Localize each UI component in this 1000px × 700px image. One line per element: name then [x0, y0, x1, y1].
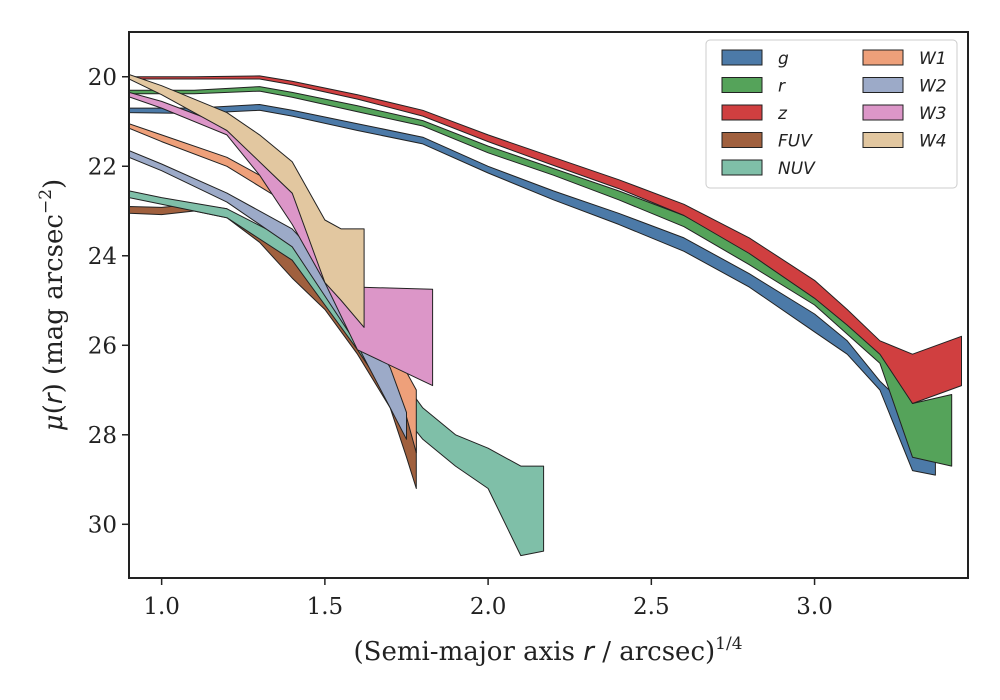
x-axis-title: (Semi-major axis r / arcsec)1/4	[353, 634, 742, 667]
legend-label-w3: W3	[919, 104, 947, 124]
legend-label-w4: W4	[919, 132, 947, 152]
legend-swatch-w3	[862, 104, 904, 121]
legend-swatch-fuv	[721, 132, 763, 148]
plot-area	[129, 74, 962, 557]
legend-label-fuv: FUV	[778, 132, 813, 152]
legend-swatch-w4	[862, 132, 904, 148]
legend-swatch-nuv	[721, 159, 763, 176]
legend-swatch-w1	[862, 49, 904, 66]
x-tick-label: 1.0	[143, 594, 180, 620]
legend-swatch-z	[721, 104, 763, 121]
legend-swatch-g	[721, 49, 763, 66]
axis-ticks: 1.0 1.5 2.0 2.5 3.0 20 22 24 26 28 30	[88, 65, 833, 620]
x-tick-label: 2.0	[470, 594, 507, 620]
x-tick-label: 2.5	[633, 594, 670, 620]
y-tick-label: 22	[88, 154, 117, 180]
y-tick-label: 24	[88, 244, 117, 270]
legend-swatch-r	[721, 77, 763, 93]
series-band-g	[129, 104, 936, 476]
legend-label-w1: W1	[919, 49, 947, 69]
y-tick-label: 26	[88, 333, 117, 359]
legend-label-g: g	[778, 49, 789, 69]
legend-label-w2: W2	[919, 77, 947, 97]
y-axis-title: μ(r) (mag arcsec−2)	[36, 179, 69, 431]
series-band-w2	[129, 150, 407, 440]
legend-label-r: r	[778, 77, 786, 97]
y-tick-label: 30	[88, 512, 117, 538]
legend: grz FUV NUV W1 W2 W3 W4	[705, 39, 958, 189]
legend-swatch-w2	[862, 77, 904, 93]
legend-label-nuv: NUV	[778, 159, 816, 179]
legend-label-z: z	[777, 104, 788, 124]
series-band-z	[129, 75, 962, 404]
series-band-w4	[129, 74, 365, 328]
y-tick-label: 20	[88, 65, 117, 91]
y-tick-label: 28	[88, 423, 117, 449]
x-tick-label: 3.0	[796, 594, 833, 620]
plot-frame	[128, 31, 969, 579]
x-tick-label: 1.5	[307, 594, 344, 620]
